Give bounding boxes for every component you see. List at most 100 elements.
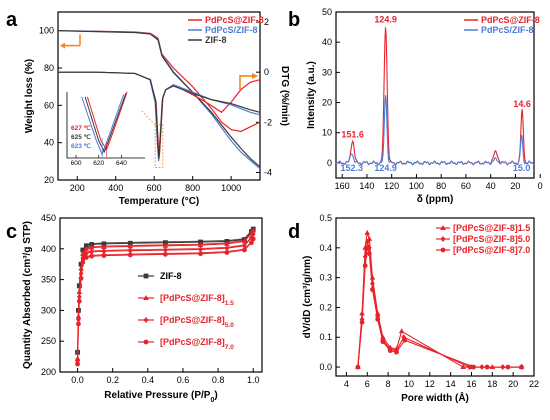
data-point — [101, 243, 107, 249]
data-point — [127, 240, 133, 246]
data-point — [76, 321, 81, 327]
legend-marker — [143, 273, 149, 279]
peak-label: 124.9 — [374, 15, 397, 25]
y-tick-label: 250 — [41, 336, 56, 346]
series-line — [335, 27, 535, 166]
x-tick-label: 18 — [487, 379, 497, 389]
y-tick-label: 0.4 — [319, 243, 332, 253]
peak-label: 151.6 — [341, 129, 364, 139]
data-point — [224, 245, 230, 252]
data-point — [364, 238, 370, 245]
data-point — [250, 231, 256, 238]
data-point — [362, 253, 368, 260]
y2-tick-label: -2 — [264, 117, 272, 127]
y-axis-label: Weight loss (%) — [24, 59, 35, 133]
x-tick-label: 22 — [529, 379, 539, 389]
data-point — [250, 227, 257, 233]
data-point — [402, 337, 408, 343]
data-point — [249, 240, 254, 246]
y-tick-label: 100 — [39, 26, 54, 36]
data-point — [127, 247, 133, 254]
data-point — [89, 242, 95, 247]
x-tick-label: 160 — [335, 181, 350, 191]
peak-label: 124.9 — [374, 163, 397, 173]
x-tick-label: 20 — [510, 181, 520, 191]
series-line — [357, 241, 522, 368]
x-tick-label: 0 — [538, 181, 543, 191]
series-line — [335, 95, 535, 166]
y-tick-label: 0.2 — [319, 302, 332, 312]
y2-axis-label: DTG (%/min) — [279, 66, 290, 126]
x-axis-label: Temperature (°C) — [119, 196, 200, 207]
data-point — [362, 263, 368, 269]
arrow-right-icon — [239, 75, 257, 90]
x-tick-label: 0.6 — [177, 375, 190, 385]
arrow-right-head — [252, 72, 258, 79]
x-axis-label: δ (ppm) — [417, 194, 454, 205]
x-tick-label: 20 — [508, 379, 518, 389]
legend-label: [PdPcS@ZIF-8]5.0 — [453, 234, 530, 244]
x-tick-label: 400 — [108, 183, 123, 193]
inset-label: 623 ℃ — [71, 142, 92, 150]
panel-letter: d — [288, 221, 300, 243]
plot-frame — [335, 11, 535, 179]
data-point — [162, 242, 169, 248]
peak-label: 14.6 — [513, 99, 531, 109]
data-point — [387, 348, 393, 354]
x-tick-label: 800 — [185, 183, 200, 193]
x-tick-label: 1000 — [221, 183, 241, 193]
data-point — [364, 229, 371, 235]
peak-label: 15.0 — [513, 163, 531, 173]
x-tick-label: 120 — [384, 181, 399, 191]
data-point — [198, 246, 203, 253]
data-point — [198, 239, 203, 245]
legend-subscript: 1.5 — [225, 300, 234, 307]
x-tick-label: 200 — [70, 183, 85, 193]
inset-series-line — [84, 93, 127, 154]
inset-axis — [66, 92, 145, 159]
x-tick-label: 14 — [446, 379, 456, 389]
arrow-left-head — [60, 42, 65, 49]
data-point — [370, 287, 375, 292]
legend-marker — [440, 236, 446, 242]
data-point — [380, 339, 386, 345]
data-point — [364, 245, 370, 251]
data-point — [198, 251, 203, 257]
data-point — [460, 364, 466, 370]
y-tick-label: 0.3 — [319, 273, 332, 283]
x-tick-label: 80 — [436, 181, 446, 191]
data-point — [197, 242, 204, 248]
data-point — [484, 364, 490, 370]
x-tick-label: 600 — [147, 183, 162, 193]
data-point — [242, 242, 247, 249]
plot-frame — [57, 11, 261, 181]
data-point — [101, 253, 107, 258]
inset-tick-label: 620 — [93, 160, 104, 167]
data-point — [101, 248, 107, 255]
legend-subscript: 5.0 — [225, 322, 234, 329]
y-tick-label: 400 — [41, 244, 56, 254]
y2-tick-label: -4 — [264, 167, 272, 177]
panel-c: c 0.0 0.2 0.4 0.6 0.8 1.0 200 250 300 350 400 450 Rel… — [6, 213, 263, 404]
x-tick-label: 0.4 — [142, 375, 155, 385]
x-tick-label: 100 — [409, 181, 424, 191]
data-point — [127, 243, 134, 249]
data-point — [80, 259, 86, 265]
inset-tick-label: 640 — [116, 160, 127, 167]
data-point — [76, 298, 82, 304]
legend-label: ZIF-8 — [160, 271, 182, 281]
inset-tick-label: 600 — [71, 160, 82, 167]
x-tick-label: 16 — [466, 379, 476, 389]
data-point — [162, 247, 168, 254]
x-tick-label: 140 — [359, 181, 374, 191]
data-point — [366, 251, 372, 257]
panel-d: d 4 6 8 10 12 14 16 18 20 22 0.0 0.1 0.2 0.3 0.4 0.5 Pore… — [288, 213, 539, 404]
plot-frame — [59, 217, 263, 373]
legend-label: PdPcS/ZIF-8 — [481, 25, 534, 35]
x-axis-label: Relative Pressure (P/P0) — [104, 390, 217, 404]
legend-label: PdPcS@ZIF-8 — [481, 15, 540, 25]
y-tick-label: 300 — [41, 305, 56, 315]
legend-label: PdPcS@ZIF-8 — [205, 15, 264, 25]
legend-marker — [440, 225, 446, 230]
y-axis-label: Intensity (a.u.) — [306, 61, 317, 129]
